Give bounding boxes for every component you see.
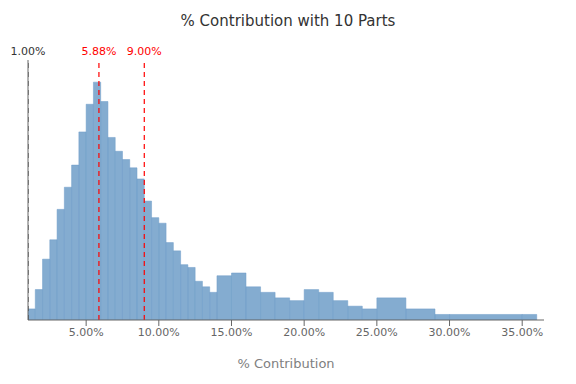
svg-text:15.00%: 15.00% [211, 326, 253, 339]
svg-text:10.00%: 10.00% [138, 326, 180, 339]
svg-text:25.00%: 25.00% [356, 326, 398, 339]
svg-text:5.00%: 5.00% [69, 326, 104, 339]
svg-text:30.00%: 30.00% [429, 326, 471, 339]
svg-text:20.00%: 20.00% [283, 326, 325, 339]
html-text:% Contribution with 10 Parts: % Contribution with 10 Parts [180, 12, 396, 30]
svg-text:5.88%: 5.88% [81, 45, 116, 58]
svg-text:1.00%: 1.00% [11, 45, 46, 58]
svg-text:% Contribution: % Contribution [237, 356, 334, 371]
svg-text:9.00%: 9.00% [127, 45, 162, 58]
svg-text:35.00%: 35.00% [501, 326, 543, 339]
